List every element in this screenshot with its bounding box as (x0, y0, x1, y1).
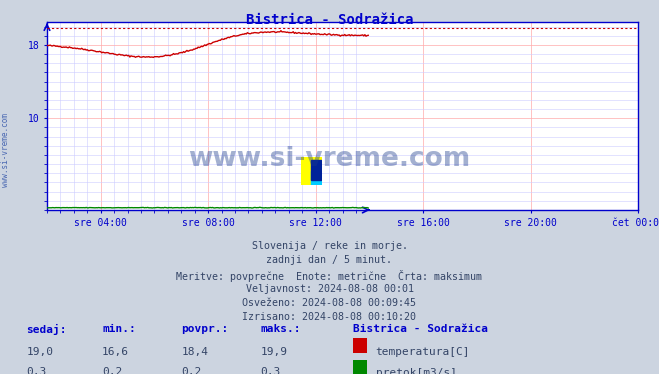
Text: Osveženo: 2024-08-08 00:09:45: Osveženo: 2024-08-08 00:09:45 (243, 298, 416, 308)
Text: www.si-vreme.com: www.si-vreme.com (1, 113, 10, 187)
Text: 18,4: 18,4 (181, 347, 208, 357)
Text: zadnji dan / 5 minut.: zadnji dan / 5 minut. (266, 255, 393, 266)
Text: 19,0: 19,0 (26, 347, 53, 357)
Text: Bistrica - Sodražica: Bistrica - Sodražica (353, 324, 488, 334)
Text: temperatura[C]: temperatura[C] (376, 347, 470, 357)
Text: Veljavnost: 2024-08-08 00:01: Veljavnost: 2024-08-08 00:01 (246, 284, 413, 294)
Text: 0,2: 0,2 (102, 367, 123, 374)
Text: maks.:: maks.: (260, 324, 301, 334)
Text: Izrisano: 2024-08-08 00:10:20: Izrisano: 2024-08-08 00:10:20 (243, 312, 416, 322)
Text: Bistrica - Sodražica: Bistrica - Sodražica (246, 13, 413, 27)
Text: Meritve: povprečne  Enote: metrične  Črta: maksimum: Meritve: povprečne Enote: metrične Črta:… (177, 270, 482, 282)
Bar (311, 160, 320, 180)
Text: min.:: min.: (102, 324, 136, 334)
Text: 0,3: 0,3 (26, 367, 47, 374)
Text: 0,2: 0,2 (181, 367, 202, 374)
Text: www.si-vreme.com: www.si-vreme.com (188, 146, 471, 172)
Text: 19,9: 19,9 (260, 347, 287, 357)
Text: 0,3: 0,3 (260, 367, 281, 374)
Bar (311, 171, 322, 185)
Text: pretok[m3/s]: pretok[m3/s] (376, 368, 457, 374)
Text: 16,6: 16,6 (102, 347, 129, 357)
Text: Slovenija / reke in morje.: Slovenija / reke in morje. (252, 241, 407, 251)
Text: sedaj:: sedaj: (26, 324, 67, 334)
Text: povpr.:: povpr.: (181, 324, 229, 334)
